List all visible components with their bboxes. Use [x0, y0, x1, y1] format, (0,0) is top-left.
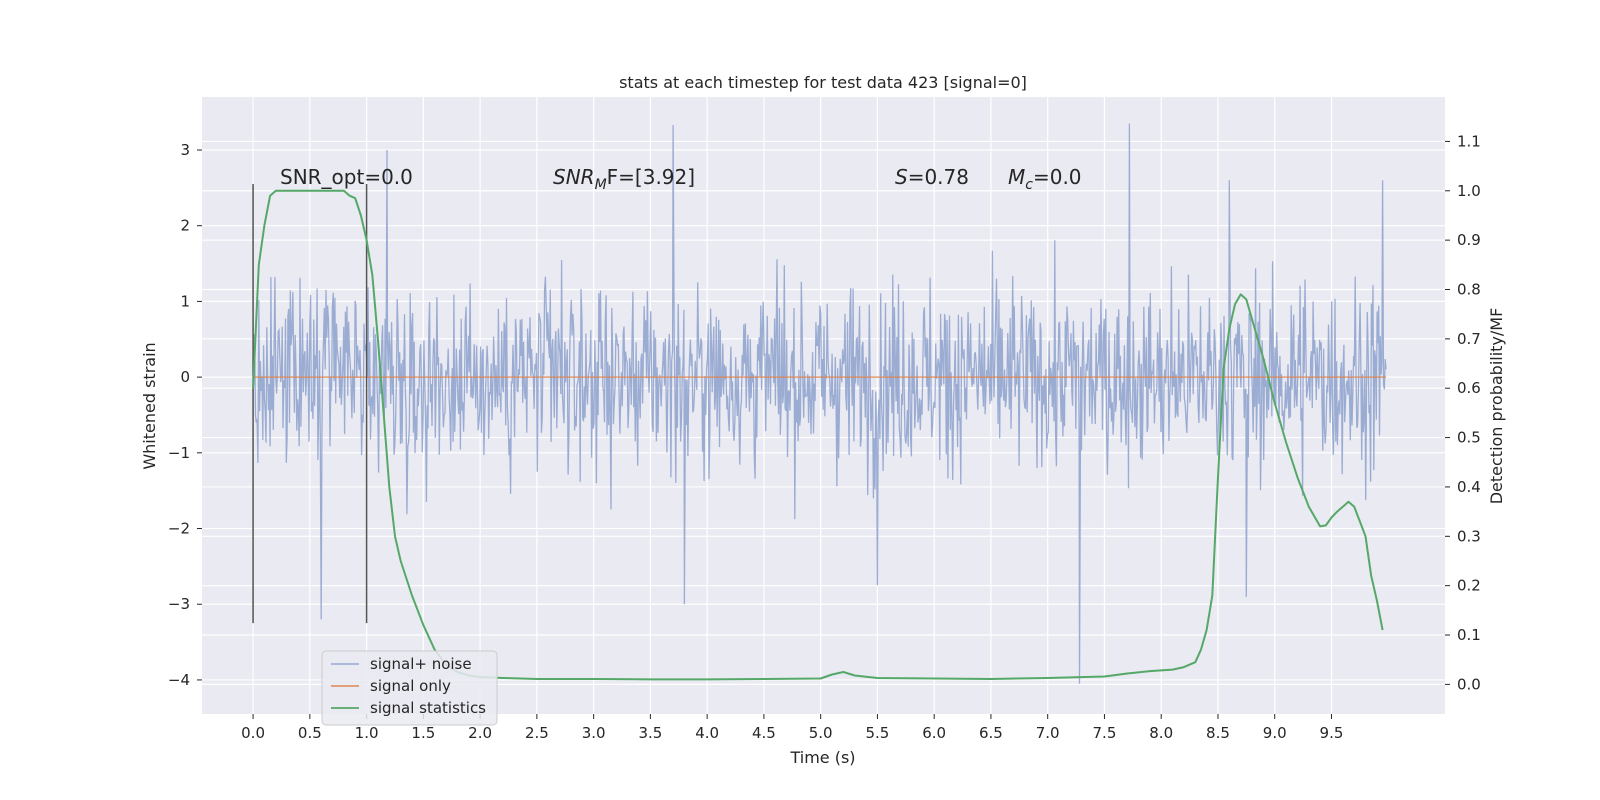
s-main: S — [895, 165, 908, 189]
y-right-tick-label: 0.2 — [1457, 577, 1481, 595]
mc-main: M — [1008, 165, 1025, 189]
legend-label-signal-noise: signal+ noise — [370, 655, 472, 673]
x-tick-label: 1.0 — [355, 724, 379, 742]
signal-statistics-series — [252, 189, 1384, 681]
x-tick-label: 7.5 — [1093, 724, 1117, 742]
x-tick-label: 7.0 — [1036, 724, 1060, 742]
mc-rest: =0.0 — [1033, 165, 1082, 189]
x-tick-label: 2.0 — [468, 724, 492, 742]
y-right-tick-label: 0.8 — [1457, 281, 1481, 299]
x-tick-label: 3.5 — [638, 724, 662, 742]
x-tick-label: 6.0 — [922, 724, 946, 742]
x-tick-label: 9.0 — [1263, 724, 1287, 742]
y-left-tick-label: −4 — [168, 671, 190, 689]
y-left-tick-label: 2 — [180, 217, 190, 235]
y-right-tick-label: 0.7 — [1457, 330, 1481, 348]
mc-annotation: Mc=0.0 — [1008, 165, 1082, 193]
x-axis-label: Time (s) — [789, 748, 855, 767]
y-right-tick-label: 0.5 — [1457, 429, 1481, 447]
legend-label-signal-statistics: signal statistics — [370, 699, 486, 717]
x-tick-label: 1.5 — [411, 724, 435, 742]
s-annotation: S=0.78 — [895, 165, 969, 189]
signal-statistics-line — [252, 189, 1384, 681]
y-right-tick-label: 0.6 — [1457, 379, 1481, 397]
legend: signal+ noise signal only signal statist… — [321, 650, 498, 726]
x-tick-label: 0.0 — [241, 724, 265, 742]
y-right-tick-label: 1.0 — [1457, 182, 1481, 200]
y-left-tick-label: −2 — [168, 520, 190, 538]
x-tick-label: 3.0 — [582, 724, 606, 742]
y-left-tick-label: 3 — [180, 141, 190, 159]
snr-mf-annotation: SNRMF=[3.92] — [553, 165, 695, 193]
y-axis-left-label: Whitened strain — [140, 342, 159, 469]
y-left-tick-label: 0 — [180, 368, 190, 386]
x-tick-label: 5.5 — [865, 724, 889, 742]
tick-labels: 0.0 0.5 1.0 1.5 2.0 2.5 3.0 3.5 4.0 4.5 5.0 5.5 6.0 6… — [168, 132, 1481, 742]
y-right-tick-label: 0.1 — [1457, 626, 1481, 644]
y-left-tick-label: −1 — [168, 444, 190, 462]
y-right-tick-label: 0.0 — [1457, 675, 1481, 693]
legend-label-signal-only: signal only — [370, 677, 451, 695]
x-tick-label: 9.5 — [1320, 724, 1344, 742]
s-rest: =0.78 — [908, 165, 969, 189]
x-tick-label: 8.5 — [1206, 724, 1230, 742]
chart-title: stats at each timestep for test data 423… — [619, 73, 1027, 92]
y-right-tick-label: 0.4 — [1457, 478, 1481, 496]
x-tick-label: 5.0 — [809, 724, 833, 742]
x-tick-label: 6.5 — [979, 724, 1003, 742]
signal-noise-series — [252, 123, 1387, 684]
x-tick-label: 2.5 — [525, 724, 549, 742]
x-tick-label: 4.5 — [752, 724, 776, 742]
vertical-markers — [252, 184, 368, 624]
y-axis-right-label: Detection probability/MF — [1487, 308, 1506, 505]
snr-mf-rest: F=[3.92] — [607, 165, 695, 189]
annotations: SNR_opt=0.0 SNRMF=[3.92] S=0.78 Mc=0.0 — [280, 165, 1082, 193]
y-right-tick-label: 0.9 — [1457, 231, 1481, 249]
legend-box — [321, 650, 498, 726]
y-left-tick-label: 1 — [180, 292, 190, 310]
x-tick-label: 8.0 — [1149, 724, 1173, 742]
x-tick-label: 4.0 — [695, 724, 719, 742]
snr-mf-subscript: M — [595, 177, 607, 193]
y-left-tick-label: −3 — [168, 595, 190, 613]
y-right-tick-label: 1.1 — [1457, 132, 1481, 150]
snr-opt-annotation: SNR_opt=0.0 — [280, 165, 413, 189]
mc-subscript: c — [1025, 177, 1033, 193]
snr-mf-main: SNR — [553, 165, 595, 189]
x-tick-label: 0.5 — [298, 724, 322, 742]
y-right-tick-label: 0.3 — [1457, 527, 1481, 545]
signal-noise-line — [252, 123, 1387, 684]
